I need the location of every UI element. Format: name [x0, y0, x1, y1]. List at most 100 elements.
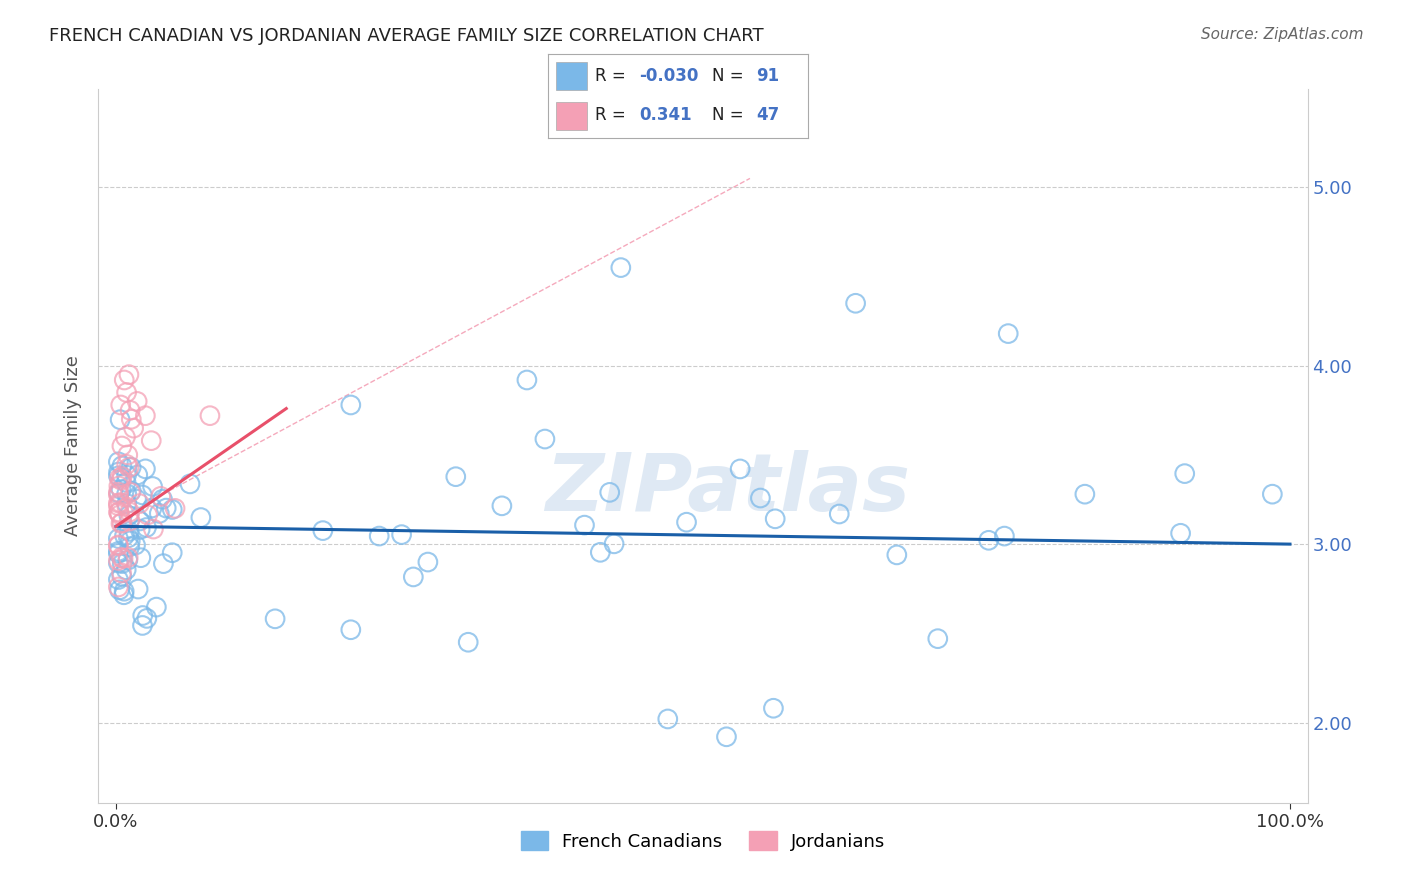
Point — [107, 553, 129, 567]
Point — [141, 434, 163, 448]
Point — [108, 582, 131, 597]
Point — [534, 432, 557, 446]
Point — [115, 486, 138, 500]
Point — [444, 469, 467, 483]
Point — [112, 584, 135, 599]
Point — [115, 385, 138, 400]
Point — [340, 398, 363, 412]
Point — [107, 544, 129, 558]
Point — [845, 296, 868, 310]
Bar — [557, 62, 588, 90]
Point — [162, 502, 184, 516]
Point — [115, 563, 138, 577]
Point — [1174, 467, 1197, 481]
Point — [115, 500, 138, 515]
Point — [264, 612, 287, 626]
Point — [115, 497, 138, 511]
Point — [141, 500, 163, 515]
Point — [110, 473, 132, 487]
Point — [107, 505, 129, 519]
Text: N =: N = — [713, 67, 749, 85]
Point — [120, 533, 142, 548]
Point — [110, 516, 132, 531]
Point — [142, 479, 165, 493]
Point — [148, 507, 170, 521]
Point — [107, 468, 129, 483]
Point — [190, 510, 212, 524]
Point — [117, 531, 139, 545]
Point — [1170, 526, 1192, 541]
Text: FRENCH CANADIAN VS JORDANIAN AVERAGE FAMILY SIZE CORRELATION CHART: FRENCH CANADIAN VS JORDANIAN AVERAGE FAM… — [49, 27, 763, 45]
Point — [134, 409, 156, 423]
Point — [391, 527, 413, 541]
Point — [152, 492, 174, 507]
Point — [107, 499, 129, 513]
Point — [927, 632, 949, 646]
Point — [107, 532, 129, 546]
Point — [340, 623, 363, 637]
Point — [107, 539, 129, 553]
Y-axis label: Average Family Size: Average Family Size — [65, 356, 83, 536]
Point — [657, 712, 679, 726]
Point — [589, 545, 612, 559]
Point — [114, 430, 136, 444]
Text: R =: R = — [595, 67, 631, 85]
Point — [120, 403, 142, 417]
Point — [716, 730, 738, 744]
Point — [135, 611, 157, 625]
Point — [129, 523, 152, 537]
Point — [127, 582, 149, 596]
Point — [142, 522, 165, 536]
Point — [120, 460, 142, 475]
Point — [127, 394, 149, 409]
Point — [828, 507, 851, 521]
Point — [886, 548, 908, 562]
Point — [108, 479, 131, 493]
Point — [118, 524, 141, 539]
Point — [111, 569, 134, 583]
Point — [574, 518, 596, 533]
Text: ZIPatlas: ZIPatlas — [544, 450, 910, 528]
Point — [107, 556, 129, 570]
Point — [112, 588, 135, 602]
Point — [117, 550, 139, 565]
Point — [457, 635, 479, 649]
Point — [107, 465, 129, 479]
Point — [402, 570, 425, 584]
Point — [111, 516, 134, 530]
Point — [107, 485, 129, 500]
Point — [110, 398, 132, 412]
Text: 91: 91 — [756, 67, 779, 85]
Point — [107, 573, 129, 587]
Point — [129, 550, 152, 565]
Point — [107, 580, 129, 594]
Point — [763, 512, 786, 526]
Point — [108, 486, 131, 500]
Point — [749, 491, 772, 505]
Point — [110, 496, 132, 510]
Point — [610, 260, 633, 275]
Bar — [557, 102, 588, 130]
Point — [111, 458, 134, 473]
Point — [128, 514, 150, 528]
Point — [120, 483, 142, 498]
Point — [131, 488, 153, 502]
Point — [368, 529, 391, 543]
Point — [132, 608, 155, 623]
Point — [599, 485, 621, 500]
Text: Source: ZipAtlas.com: Source: ZipAtlas.com — [1201, 27, 1364, 42]
Point — [118, 368, 141, 382]
Point — [179, 476, 201, 491]
Point — [762, 701, 785, 715]
Point — [120, 412, 142, 426]
Point — [125, 492, 148, 507]
Point — [312, 524, 335, 538]
Point — [110, 550, 132, 565]
Point — [516, 373, 538, 387]
Point — [117, 448, 139, 462]
Point — [112, 373, 135, 387]
Point — [603, 537, 626, 551]
Point — [122, 421, 145, 435]
Point — [491, 499, 513, 513]
Point — [107, 455, 129, 469]
